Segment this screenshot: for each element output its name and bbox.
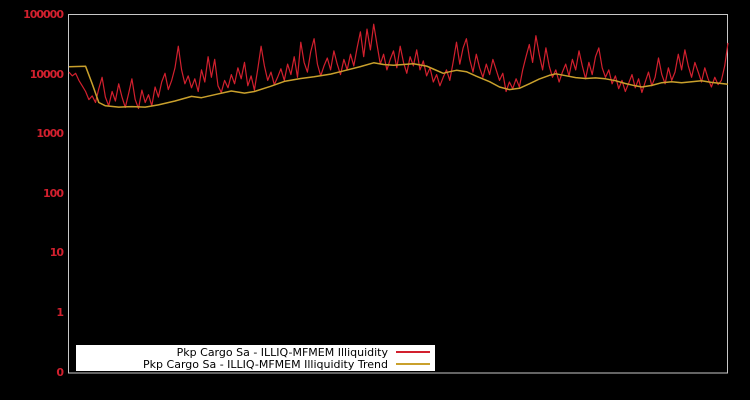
legend-row-trend: Pkp Cargo Sa - ILLIQ-MFMEM Illiquidity T… [76, 357, 435, 371]
y-tick-label: 10000 [29, 67, 64, 81]
series-line-illiquidity [68, 23, 729, 110]
plot-border [68, 14, 728, 374]
y-tick-label: 1 [56, 306, 64, 319]
y-tick-label: 100000 [23, 8, 64, 21]
y-tick-label: 10 [49, 246, 64, 260]
legend-label-trend: Pkp Cargo Sa - ILLIQ-MFMEM Illiquidity T… [143, 357, 388, 371]
series-line-trend [68, 62, 729, 108]
legend: Pkp Cargo Sa - ILLIQ-MFMEM Illiquidity P… [76, 345, 435, 371]
legend-label-illiquidity: Pkp Cargo Sa - ILLIQ-MFMEM Illiquidity [176, 345, 388, 359]
y-axis: 100000 10000 1000 100 10 1 0 [0, 0, 64, 400]
legend-row-illiquidity: Pkp Cargo Sa - ILLIQ-MFMEM Illiquidity [76, 345, 435, 359]
y-tick-label: 0 [56, 366, 64, 379]
legend-line-sample-trend [396, 363, 430, 365]
legend-line-sample-illiquidity [396, 351, 430, 353]
y-tick-label: 100 [43, 186, 64, 200]
y-tick-label: 1000 [36, 127, 64, 141]
